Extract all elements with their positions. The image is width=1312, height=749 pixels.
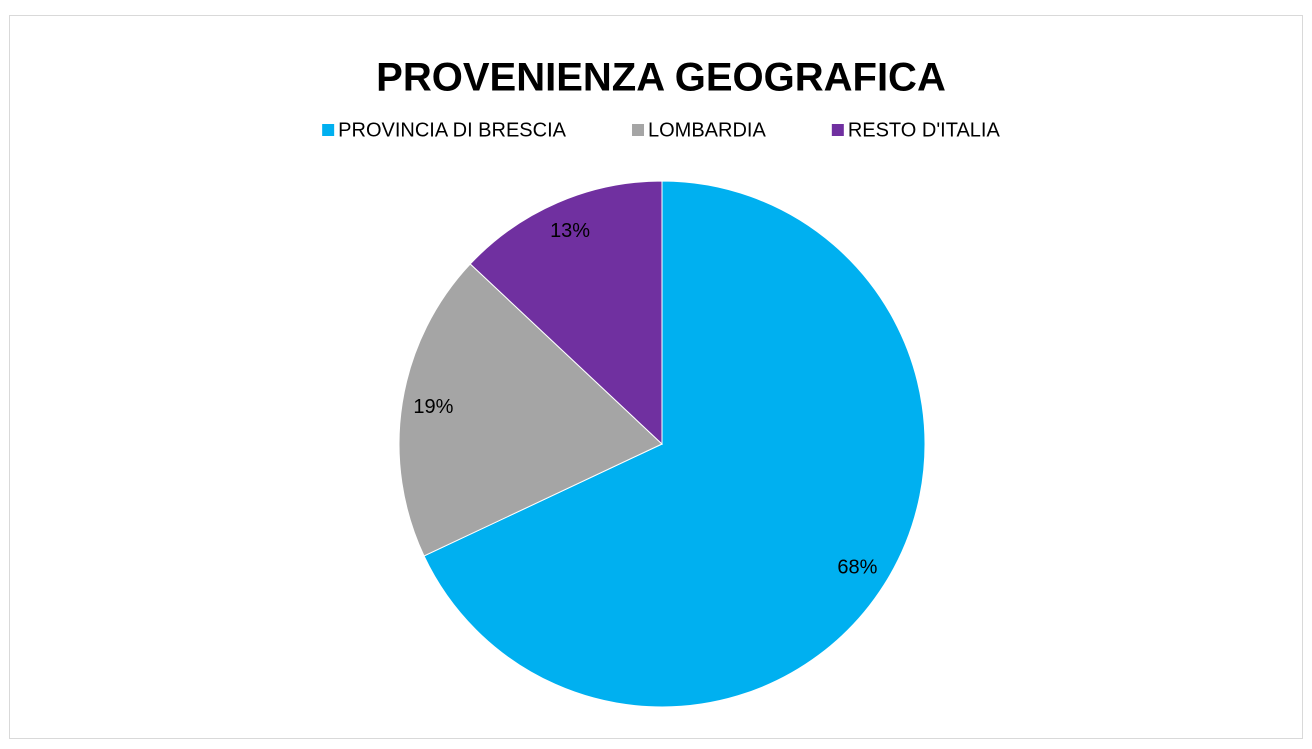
legend-label: LOMBARDIA xyxy=(648,119,766,141)
data-label: 68% xyxy=(837,556,877,578)
pie-slice xyxy=(469,180,663,446)
legend-label: PROVINCIA DI BRESCIA xyxy=(338,119,566,141)
legend-swatch xyxy=(322,124,335,136)
pie-slice xyxy=(398,263,663,557)
legend-swatch xyxy=(831,124,844,136)
pie-slice xyxy=(423,180,926,708)
data-label: 19% xyxy=(413,396,453,418)
data-label: 13% xyxy=(550,220,590,242)
chart-title: PROVENIENZA GEOGRAFICA xyxy=(376,56,946,100)
legend-swatch xyxy=(632,124,645,136)
legend-label: RESTO D'ITALIA xyxy=(848,119,1001,141)
